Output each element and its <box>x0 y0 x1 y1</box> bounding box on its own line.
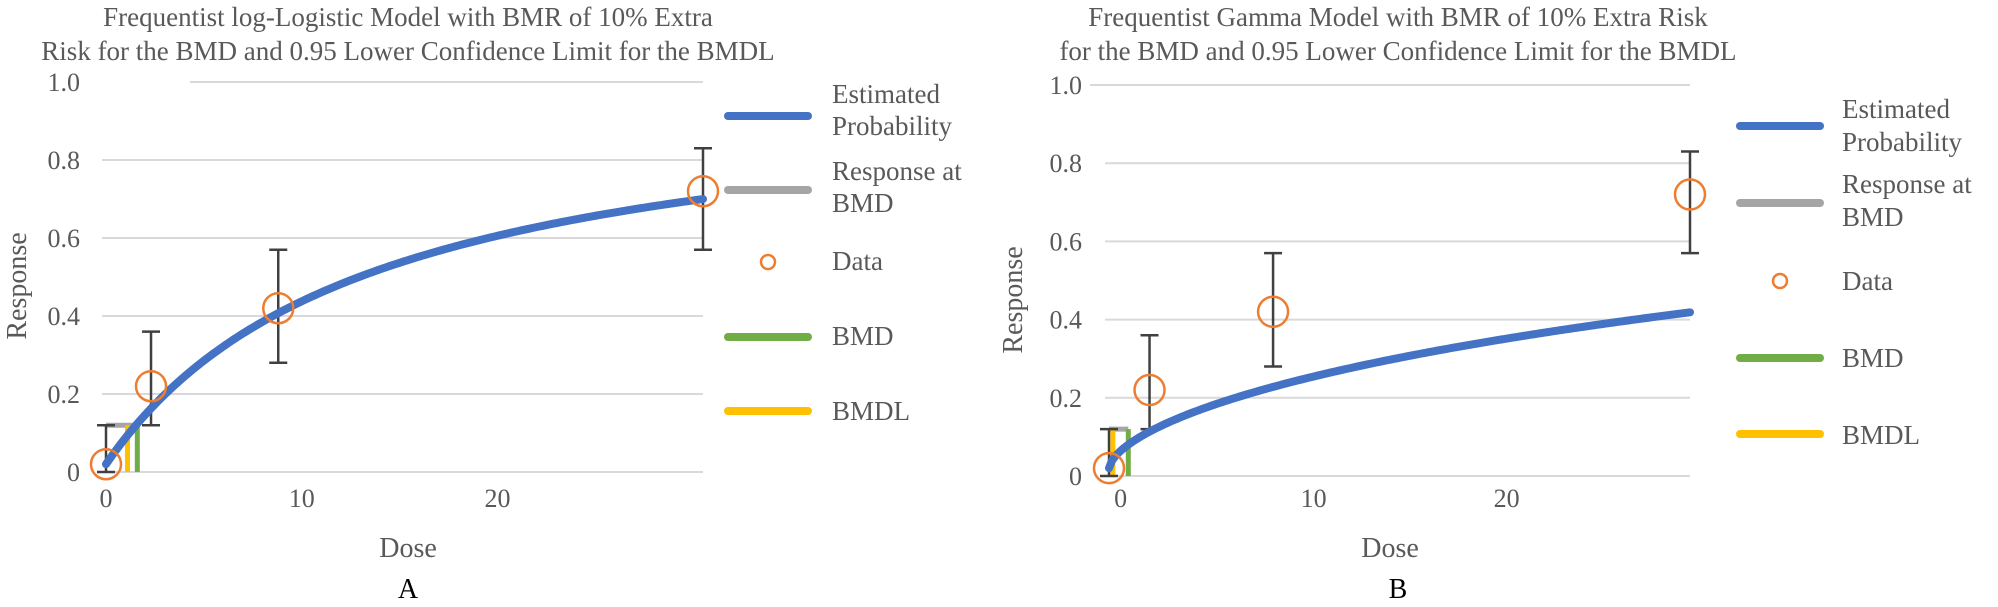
data-point-a-1 <box>134 369 168 403</box>
legend-label-bmd-a: BMD <box>832 321 894 351</box>
legend-label-data-b: Data <box>1842 266 1893 296</box>
data-point-b-0 <box>1092 451 1126 485</box>
chart-title-b-line1: Frequentist Gamma Model with BMR of 10% … <box>1088 2 1708 32</box>
legend-label-bmd-b: BMD <box>1842 343 1904 373</box>
data-point-a-3 <box>686 174 720 208</box>
panel-label-b: B <box>1389 574 1408 605</box>
y-tick-label-b-0: 0 <box>1069 462 1082 491</box>
legend-label-response-b-line1: Response at <box>1842 169 1972 199</box>
y-tick-label-b-3: 0.6 <box>1050 227 1083 256</box>
y-tick-label-b-1: 0.2 <box>1050 384 1083 413</box>
data-point-a-0 <box>89 447 123 481</box>
legend-swatch-data-b <box>1771 272 1789 290</box>
error-bar-b-3 <box>1681 150 1699 255</box>
legend-label-response-b-line2: BMD <box>1842 202 1904 232</box>
y-tick-labels-a: 0 0.2 0.4 0.6 0.8 1.0 <box>48 68 81 487</box>
error-bar-b-1 <box>1140 333 1159 431</box>
legend-label-estimated-b-line2: Probability <box>1842 127 1962 157</box>
legend-b: Estimated Probability Response at BMD Da… <box>1736 94 1972 450</box>
x-tick-label-b-0: 0 <box>1114 484 1127 513</box>
panel-label-a: A <box>398 574 419 605</box>
x-tick-label-a-2: 20 <box>484 484 510 513</box>
data-point-b-1 <box>1133 373 1166 407</box>
plot-area-b <box>1092 150 1707 485</box>
x-tick-label-a-1: 10 <box>289 484 315 513</box>
legend-label-bmdl-b: BMDL <box>1842 420 1920 450</box>
y-tick-labels-b: 0 0.2 0.4 0.6 0.8 1.0 <box>1050 71 1083 491</box>
x-tick-label-b-1: 10 <box>1301 484 1327 513</box>
x-tick-labels-a: 0 10 20 <box>100 484 511 513</box>
x-tick-label-b-2: 20 <box>1494 484 1520 513</box>
chart-panel-b: Frequentist Gamma Model with BMR of 10% … <box>998 2 1972 605</box>
error-bar-a-2 <box>269 248 288 365</box>
data-point-b-2 <box>1256 295 1290 329</box>
legend-label-estimated-b-line1: Estimated <box>1842 94 1950 124</box>
chart-panel-a: Frequentist log-Logistic Model with BMR … <box>2 2 962 605</box>
y-tick-label-a-4: 0.8 <box>48 146 81 175</box>
y-tick-label-a-2: 0.4 <box>48 302 81 331</box>
data-point-a-2 <box>261 291 295 325</box>
chart-title-a-line1: Frequentist log-Logistic Model with BMR … <box>103 2 713 32</box>
x-axis-label-a: Dose <box>379 533 437 564</box>
estimated-probability-curve-b <box>1105 308 1694 473</box>
plot-area-a <box>89 147 720 481</box>
legend-label-bmdl-a: BMDL <box>832 396 910 426</box>
y-tick-label-a-5: 1.0 <box>48 68 81 97</box>
estimated-probability-curve-a <box>102 195 707 469</box>
gridlines-b <box>1090 84 1690 477</box>
chart-title-b-line2: for the BMD and 0.95 Lower Confidence Li… <box>1059 36 1736 66</box>
x-tick-labels-b: 0 10 20 <box>1114 484 1520 513</box>
y-tick-label-a-3: 0.6 <box>48 224 81 253</box>
y-axis-label-a: Response <box>2 232 33 339</box>
y-tick-label-a-1: 0.2 <box>48 380 81 409</box>
legend-label-estimated-a-line1: Estimated <box>832 79 940 109</box>
data-point-b-3 <box>1673 178 1707 211</box>
gridlines-a <box>102 81 703 473</box>
legend-a: Estimated Probability Response at BMD Da… <box>724 79 962 426</box>
y-axis-label-b: Response <box>998 246 1029 353</box>
chart-title-a-line2: Risk for the BMD and 0.95 Lower Confiden… <box>41 36 774 66</box>
legend-swatch-data-a <box>759 253 777 271</box>
x-axis-label-b: Dose <box>1361 533 1419 564</box>
legend-label-data-a: Data <box>832 246 883 276</box>
x-tick-label-a-0: 0 <box>100 484 113 513</box>
error-bar-b-2 <box>1264 251 1283 368</box>
legend-label-response-a-line1: Response at <box>832 156 962 186</box>
y-tick-label-b-2: 0.4 <box>1050 306 1083 335</box>
y-tick-label-a-0: 0 <box>67 458 80 487</box>
legend-label-response-a-line2: BMD <box>832 188 894 218</box>
y-tick-label-b-5: 1.0 <box>1050 71 1083 100</box>
y-tick-label-b-4: 0.8 <box>1050 149 1083 178</box>
legend-label-estimated-a-line2: Probability <box>832 111 952 141</box>
